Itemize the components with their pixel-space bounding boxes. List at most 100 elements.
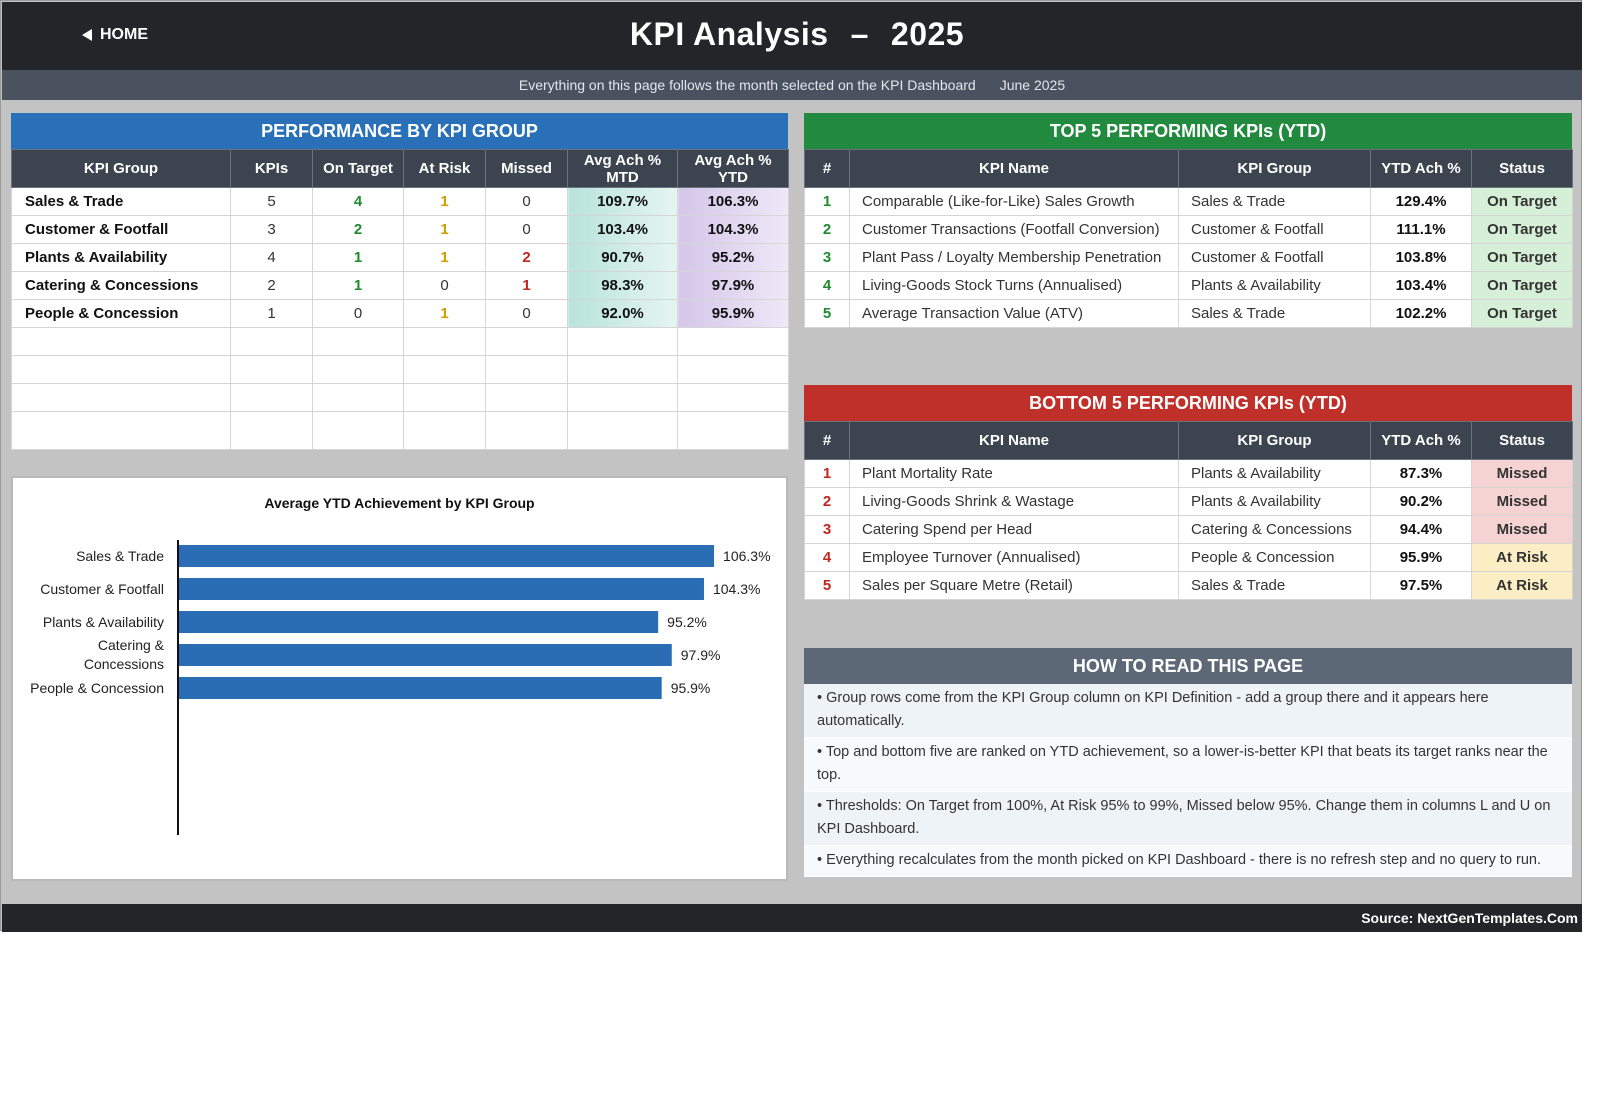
col-status: Status [1471, 421, 1573, 460]
on-target-cell: 0 [312, 299, 404, 328]
kpi-group-cell: Customer & Footfall [1178, 243, 1371, 272]
top5-row: 4 Living-Goods Stock Turns (Annualised) Pl… [804, 271, 1573, 300]
how-to-read-item: • Everything recalculates from the month… [804, 846, 1572, 877]
avg-ytd-cell: 95.2% [677, 243, 789, 272]
top5-row: 2 Customer Transactions (Footfall Convers… [804, 215, 1573, 244]
top5-panel: TOP 5 PERFORMING KPIs (YTD) # KPI Name K… [804, 113, 1573, 328]
avg-mtd-cell: 98.3% [567, 271, 678, 300]
status-badge: At Risk [1471, 543, 1573, 572]
kpi-name-cell: Living-Goods Stock Turns (Annualised) [849, 271, 1179, 300]
top5-row: 5 Average Transaction Value (ATV) Sales & … [804, 299, 1573, 328]
home-label: HOME [100, 26, 148, 43]
kpi-group-cell: Sales & Trade [1178, 299, 1371, 328]
kpi-count-cell: 5 [230, 187, 313, 216]
at-risk-cell: 1 [403, 215, 486, 244]
col-kpi-group: KPI Group [11, 149, 231, 188]
home-button[interactable]: HOME [82, 26, 148, 44]
kpi-name-cell: Customer Transactions (Footfall Conversi… [849, 215, 1179, 244]
avg-ytd-cell: 106.3% [677, 187, 789, 216]
status-badge: On Target [1471, 271, 1573, 300]
rank-cell: 3 [804, 243, 850, 272]
bar-value-label: 97.9% [681, 647, 721, 663]
col-kpi-group: KPI Group [1178, 421, 1371, 460]
bottom5-row: 2 Living-Goods Shrink & Wastage Plants & A… [804, 487, 1573, 516]
missed-cell: 0 [485, 187, 568, 216]
rank-cell: 2 [804, 487, 850, 516]
chart-bar [179, 545, 715, 567]
chart-bar [179, 644, 672, 666]
bottom5-header-row: # KPI Name KPI Group YTD Ach % Status [804, 421, 1573, 460]
avg-mtd-cell: 92.0% [567, 299, 678, 328]
col-status: Status [1471, 149, 1573, 188]
ytd-achievement-chart: Average YTD Achievement by KPI Group 106… [11, 476, 788, 881]
ytd-ach-cell: 90.2% [1370, 487, 1472, 516]
how-to-read-item: • Thresholds: On Target from 100%, At Ri… [804, 792, 1572, 846]
how-to-read-panel: HOW TO READ THIS PAGE • Group rows come … [804, 648, 1572, 877]
title-text: KPI Analysis [629, 16, 829, 52]
kpi-count-cell: 2 [230, 271, 313, 300]
kpi-group-cell: Sales & Trade [1178, 187, 1371, 216]
avg-mtd-cell: 103.4% [567, 215, 678, 244]
ytd-ach-cell: 87.3% [1370, 459, 1472, 488]
how-to-read-list: • Group rows come from the KPI Group col… [804, 684, 1572, 877]
missed-cell: 0 [485, 299, 568, 328]
footer-source: Source: NextGenTemplates.Com [2, 904, 1582, 932]
kpi-group-cell: Plants & Availability [11, 243, 231, 272]
empty-row [11, 411, 789, 450]
col-rank: # [804, 149, 850, 188]
avg-mtd-cell: 90.7% [567, 243, 678, 272]
rank-cell: 1 [804, 187, 850, 216]
kpi-group-cell: Plants & Availability [1178, 459, 1371, 488]
bottom5-panel: BOTTOM 5 PERFORMING KPIs (YTD) # KPI Nam… [804, 385, 1573, 600]
status-badge: Missed [1471, 459, 1573, 488]
ytd-ach-cell: 129.4% [1370, 187, 1472, 216]
at-risk-cell: 0 [403, 271, 486, 300]
performance-row: Plants & Availability 4 1 1 2 90.7% 95.2% [11, 243, 789, 272]
performance-row: Customer & Footfall 3 2 1 0 103.4% 104.3% [11, 215, 789, 244]
bar-chart-svg: 106.3% Sales & Trade 104.3% Customer & Foot… [30, 540, 771, 835]
kpi-group-cell: Plants & Availability [1178, 487, 1371, 516]
status-badge: Missed [1471, 515, 1573, 544]
rank-cell: 3 [804, 515, 850, 544]
bottom5-row: 3 Catering Spend per Head Catering & Conce… [804, 515, 1573, 544]
kpi-group-cell: Sales & Trade [1178, 571, 1371, 600]
kpi-name-cell: Living-Goods Shrink & Wastage [849, 487, 1179, 516]
status-badge: On Target [1471, 187, 1573, 216]
on-target-cell: 2 [312, 215, 404, 244]
kpi-name-cell: Catering Spend per Head [849, 515, 1179, 544]
kpi-group-cell: Customer & Footfall [1178, 215, 1371, 244]
performance-panel: PERFORMANCE BY KPI GROUP KPI Group KPIs … [11, 113, 789, 450]
category-label: Sales & Trade [76, 548, 164, 564]
title-year: 2025 [890, 16, 965, 52]
status-badge: On Target [1471, 243, 1573, 272]
performance-row: Sales & Trade 5 4 1 0 109.7% 106.3% [11, 187, 789, 216]
how-to-read-item: • Group rows come from the KPI Group col… [804, 684, 1572, 738]
kpi-group-cell: Customer & Footfall [11, 215, 231, 244]
chart-bar [179, 611, 659, 633]
col-missed: Missed [485, 149, 568, 188]
bar-value-label: 106.3% [723, 548, 770, 564]
bottom5-title: BOTTOM 5 PERFORMING KPIs (YTD) [804, 385, 1572, 421]
kpi-group-cell: Catering & Concessions [11, 271, 231, 300]
kpi-name-cell: Average Transaction Value (ATV) [849, 299, 1179, 328]
empty-row [11, 355, 789, 384]
category-label: Plants & Availability [43, 614, 164, 630]
empty-row [11, 383, 789, 412]
back-arrow-icon [82, 29, 92, 41]
kpi-name-cell: Comparable (Like-for-Like) Sales Growth [849, 187, 1179, 216]
col-kpi-group: KPI Group [1178, 149, 1371, 188]
top5-row: 1 Comparable (Like-for-Like) Sales Growth… [804, 187, 1573, 216]
kpi-count-cell: 3 [230, 215, 313, 244]
col-kpis: KPIs [230, 149, 313, 188]
status-badge: At Risk [1471, 571, 1573, 600]
kpi-name-cell: Employee Turnover (Annualised) [849, 543, 1179, 572]
selected-month: June 2025 [999, 77, 1066, 93]
rank-cell: 5 [804, 299, 850, 328]
rank-cell: 1 [804, 459, 850, 488]
how-to-read-item: • Top and bottom five are ranked on YTD … [804, 738, 1572, 792]
performance-row: Catering & Concessions 2 1 0 1 98.3% 97.9% [11, 271, 789, 300]
kpi-group-cell: People & Concession [1178, 543, 1371, 572]
category-label: Catering & [98, 637, 165, 653]
subtitle-bar: Everything on this page follows the mont… [2, 70, 1582, 100]
ytd-ach-cell: 103.4% [1370, 271, 1472, 300]
